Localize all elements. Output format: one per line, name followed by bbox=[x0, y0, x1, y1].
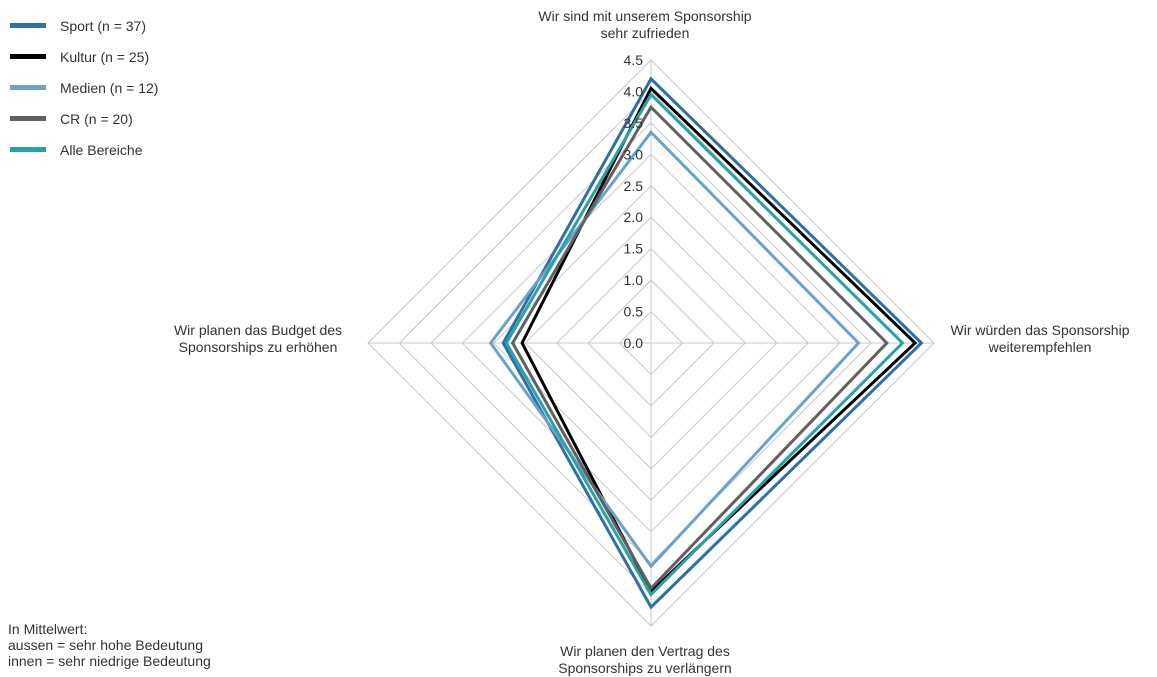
legend-label: Sport (n = 37) bbox=[60, 17, 146, 34]
axis-label-line: Sponsorships zu erhöhen bbox=[178, 339, 338, 355]
legend-item-kultur: Kultur (n = 25) bbox=[10, 41, 158, 72]
radial-tick-labels: 0.0 0.5 1.0 1.5 2.0 2.5 3.0 3.5 4.0 4.5 bbox=[624, 52, 644, 351]
axis-label-line: Wir planen den Vertrag des bbox=[560, 643, 730, 659]
legend-swatch bbox=[10, 147, 46, 152]
legend-label: Alle Bereiche bbox=[60, 141, 143, 158]
legend-swatch bbox=[10, 54, 46, 59]
tick-label: 4.5 bbox=[624, 52, 644, 68]
series-line-2 bbox=[488, 130, 861, 569]
note-line: In Mittelwert: bbox=[8, 621, 88, 637]
axis-label-line: weiterempfehlen bbox=[988, 339, 1092, 355]
tick-label: 0.5 bbox=[624, 304, 644, 320]
tick-label: 3.0 bbox=[624, 146, 644, 162]
legend-item-cr: CR (n = 20) bbox=[10, 103, 158, 134]
tick-label: 1.0 bbox=[624, 272, 644, 288]
series-line-3 bbox=[510, 104, 889, 591]
legend-item-sport: Sport (n = 37) bbox=[10, 10, 158, 41]
axis-label-line: Wir sind mit unserem Sponsorship bbox=[538, 8, 752, 24]
tick-label: 0.0 bbox=[624, 335, 644, 351]
axis-label-budgeterhoehung: Wir planen das Budget des Sponsorships z… bbox=[174, 322, 342, 356]
interpretation-note: In Mittelwert: aussen = sehr hohe Bedeut… bbox=[8, 621, 211, 669]
legend-item-alle-bereiche: Alle Bereiche bbox=[10, 134, 158, 165]
note-line: innen = sehr niedrige Bedeutung bbox=[8, 653, 211, 669]
axis-label-zufriedenheit: Wir sind mit unserem Sponsorship sehr zu… bbox=[538, 8, 751, 42]
axis-label-line: Wir würden das Sponsorship bbox=[950, 322, 1130, 338]
tick-label: 4.0 bbox=[624, 83, 644, 99]
tick-label: 2.0 bbox=[624, 209, 644, 225]
series-line-4 bbox=[504, 92, 905, 598]
legend: Sport (n = 37) Kultur (n = 25) Medien (n… bbox=[10, 10, 158, 165]
legend-label: Medien (n = 12) bbox=[60, 79, 159, 96]
axis-label-line: Wir planen das Budget des bbox=[173, 322, 343, 338]
radar-spokes bbox=[368, 60, 934, 626]
legend-item-medien: Medien (n = 12) bbox=[10, 72, 158, 103]
legend-swatch bbox=[10, 85, 46, 90]
legend-swatch bbox=[10, 23, 46, 28]
axis-label-weiterempfehlung: Wir würden das Sponsorship weiterempfehl… bbox=[951, 322, 1130, 356]
radar-series bbox=[488, 76, 924, 610]
tick-label: 1.5 bbox=[624, 241, 644, 257]
tick-label: 3.5 bbox=[624, 115, 644, 131]
note-line: aussen = sehr hohe Bedeutung bbox=[8, 637, 203, 653]
axis-label-vertragsverlaengerung: Wir planen den Vertrag des Sponsorships … bbox=[558, 643, 732, 677]
tick-label: 2.5 bbox=[624, 178, 644, 194]
legend-swatch bbox=[10, 116, 46, 121]
legend-label: CR (n = 20) bbox=[60, 110, 133, 127]
legend-label: Kultur (n = 25) bbox=[60, 48, 150, 65]
axis-label-line: Sponsorships zu verlängern bbox=[558, 660, 732, 676]
axis-label-line: sehr zufrieden bbox=[600, 25, 690, 41]
